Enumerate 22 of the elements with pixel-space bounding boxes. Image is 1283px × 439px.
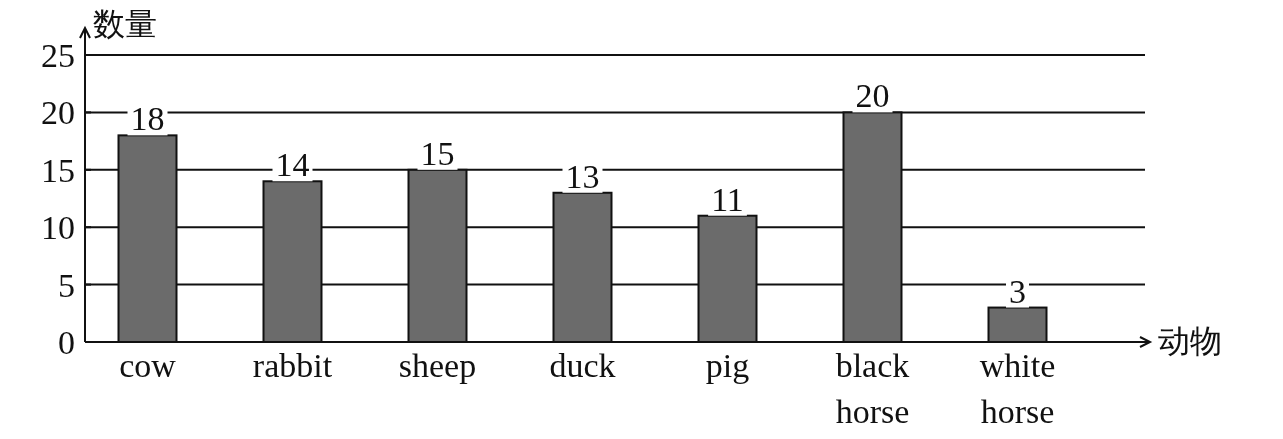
y-tick-label: 20 — [41, 94, 75, 132]
y-tick-label: 0 — [58, 324, 75, 361]
data-label: 20 — [855, 77, 890, 115]
x-tick-label: rabbit — [252, 347, 333, 384]
data-label: 18 — [130, 100, 165, 138]
x-tick-label: black horse — [835, 347, 910, 430]
y-tick-label: 15 — [41, 151, 75, 189]
x-tick-label: pig — [705, 347, 750, 384]
x-axis-title: 动物 — [1158, 323, 1222, 359]
y-tick-label: 25 — [41, 37, 75, 74]
data-label: 13 — [565, 157, 600, 195]
y-tick-label: 10 — [41, 209, 75, 247]
data-label: 3 — [1009, 272, 1026, 310]
y-tick-label: 5 — [58, 266, 75, 304]
data-label: 11 — [711, 180, 744, 218]
data-label: 14 — [275, 146, 310, 184]
x-tick-label: white horse — [979, 347, 1056, 430]
data-label: 15 — [420, 134, 455, 172]
x-tick-label: duck — [549, 347, 616, 384]
x-tick-label: cow — [119, 347, 177, 384]
y-axis-title: 数量 — [93, 6, 157, 42]
x-tick-label: sheep — [398, 347, 477, 384]
